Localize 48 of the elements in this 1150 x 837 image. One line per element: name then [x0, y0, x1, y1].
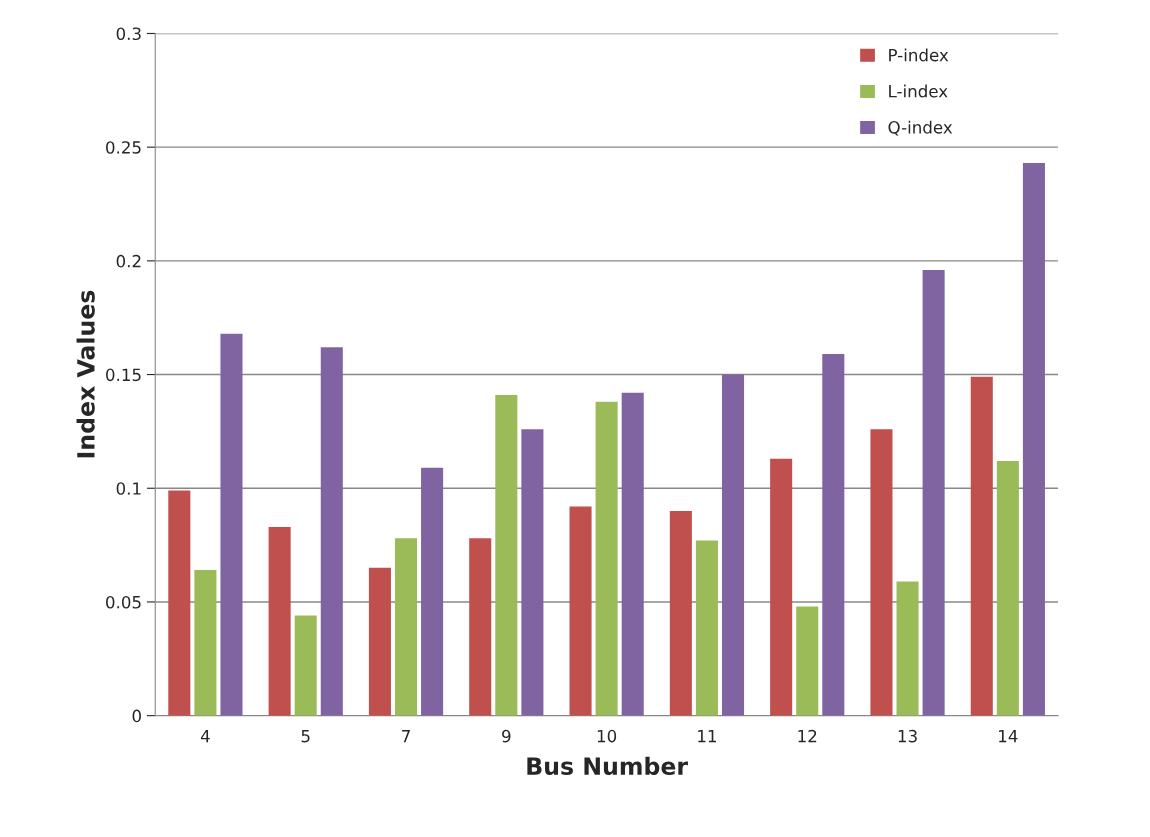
bar — [495, 395, 518, 716]
bar — [896, 581, 919, 716]
x-tick-label: 5 — [301, 730, 310, 743]
bar — [320, 347, 343, 716]
bar — [220, 333, 243, 716]
bar — [669, 510, 692, 716]
x-tick-label: 7 — [402, 730, 410, 743]
bar — [595, 401, 618, 716]
bar — [695, 540, 718, 716]
bar — [569, 506, 592, 716]
bar — [168, 490, 191, 716]
y-tick-label: 0 — [132, 709, 141, 723]
bar — [621, 392, 644, 716]
bar — [922, 269, 945, 716]
bar — [770, 458, 793, 716]
y-tick-label: 0.25 — [106, 141, 141, 154]
y-axis-title: Index Values — [76, 290, 95, 458]
x-axis-title: Bus Number — [527, 756, 688, 776]
x-tick-label: 4 — [200, 730, 210, 743]
bar — [796, 606, 819, 716]
bar — [469, 538, 492, 716]
x-tick-label: 11 — [698, 730, 716, 743]
x-tick-label: 13 — [898, 729, 917, 743]
x-tick-label: 12 — [798, 729, 817, 743]
bar — [394, 538, 418, 716]
x-tick-label: 10 — [597, 729, 617, 743]
bar — [996, 460, 1019, 716]
bar — [294, 615, 317, 716]
bar — [870, 429, 893, 716]
legend-label: L-index — [889, 84, 948, 98]
bar — [194, 570, 217, 716]
y-tick-label: 0.2 — [116, 254, 141, 268]
y-tick-label: 0.15 — [106, 368, 141, 382]
y-tick-label: 0.1 — [116, 482, 141, 495]
y-tick-label: 0.05 — [106, 595, 141, 609]
bar — [1022, 163, 1045, 716]
y-tick-label: 0.3 — [116, 27, 141, 41]
x-tick-label: 9 — [502, 729, 511, 743]
legend-label: P-index — [889, 48, 949, 62]
bar — [421, 467, 444, 716]
x-tick-label: 14 — [999, 730, 1018, 743]
bar — [721, 374, 745, 716]
bar — [268, 526, 291, 716]
bar — [970, 376, 993, 716]
bar — [822, 354, 845, 716]
bar — [521, 429, 544, 716]
bar — [368, 567, 391, 716]
legend-label: Q-index — [888, 120, 953, 136]
